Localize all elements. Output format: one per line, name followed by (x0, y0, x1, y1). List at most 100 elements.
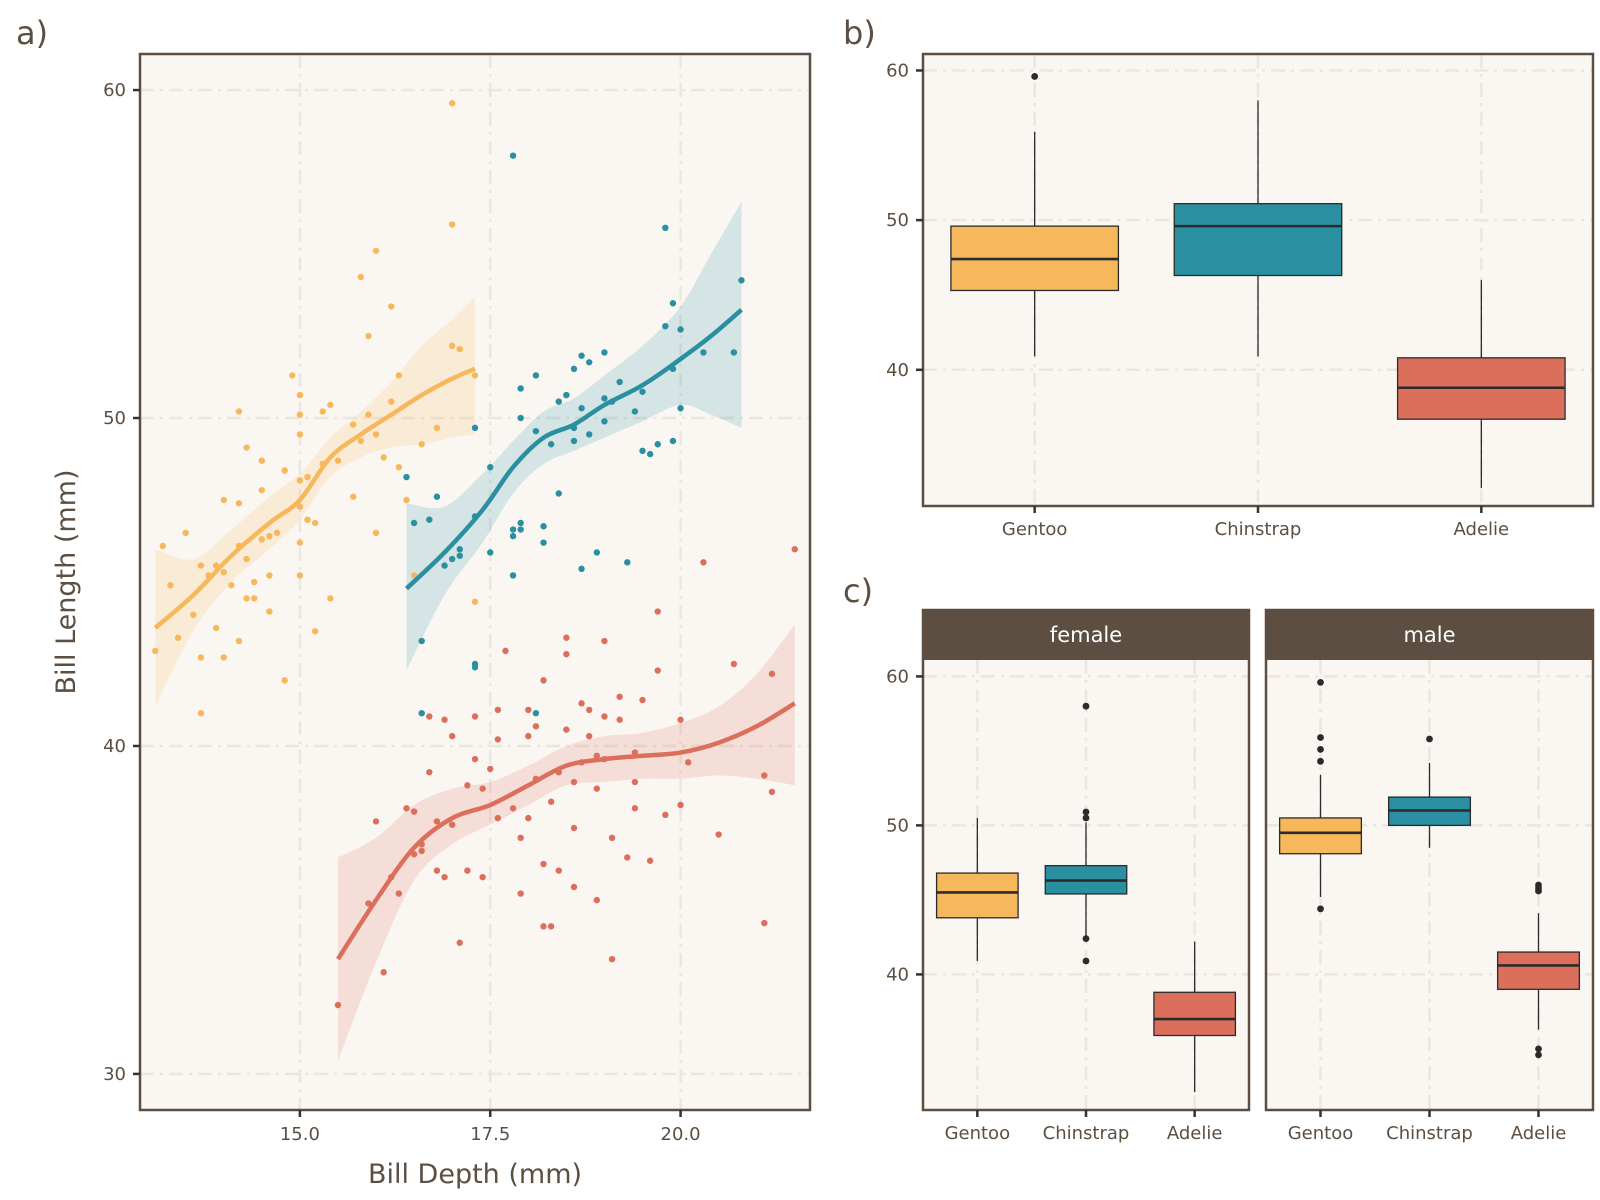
data-point-gentoo (365, 411, 372, 418)
data-point-adelie (334, 1001, 342, 1009)
data-point-adelie (768, 670, 776, 678)
data-point-chinstrap (509, 532, 517, 540)
data-point-adelie (593, 752, 601, 760)
data-point-chinstrap (601, 418, 608, 425)
data-point-gentoo (220, 654, 227, 661)
data-point-gentoo (281, 467, 288, 474)
data-point-chinstrap (631, 408, 639, 415)
data-point-gentoo (251, 578, 258, 586)
data-point-gentoo (159, 542, 167, 550)
x-tick-label: Gentoo (945, 1123, 1011, 1144)
smooth-line-gentoo (153, 366, 476, 630)
data-point-adelie (654, 667, 661, 674)
data-point-gentoo (327, 595, 334, 602)
data-point-chinstrap (639, 447, 646, 455)
data-point-adelie (525, 732, 532, 740)
data-point-gentoo (327, 401, 334, 409)
data-point-adelie (426, 769, 433, 776)
data-point-adelie (555, 867, 562, 874)
data-point-gentoo (319, 408, 326, 415)
data-point-adelie (761, 772, 768, 779)
facet-strip-label: male (1403, 623, 1455, 647)
data-point-adelie (608, 955, 616, 963)
data-point-chinstrap (578, 565, 585, 573)
data-point-chinstrap (578, 404, 585, 412)
data-point-gentoo (357, 437, 364, 445)
y-tick-label: 40 (886, 360, 909, 381)
data-point-gentoo (182, 529, 189, 537)
data-point-gentoo (212, 624, 220, 632)
box-gentoo (935, 817, 1019, 961)
data-point-chinstrap (418, 709, 425, 717)
data-point-chinstrap (410, 519, 418, 527)
data-point-gentoo (243, 444, 250, 451)
data-point-gentoo (471, 372, 479, 379)
x-tick-label: Chinstrap (1386, 1123, 1473, 1144)
data-point-adelie (570, 778, 578, 786)
data-point-gentoo (448, 342, 456, 350)
smooth-line-adelie (336, 701, 796, 961)
data-point-adelie (494, 706, 502, 714)
data-point-adelie (540, 860, 547, 868)
data-point-chinstrap (471, 664, 479, 671)
data-point-adelie (494, 736, 502, 743)
data-point-chinstrap (555, 398, 562, 405)
data-point-chinstrap (601, 395, 608, 402)
data-point-adelie (525, 706, 532, 714)
data-point-chinstrap (616, 378, 623, 386)
data-point-chinstrap (669, 437, 677, 445)
data-point-adelie (456, 939, 463, 946)
y-tick-label: 50 (886, 210, 909, 231)
data-point-gentoo (197, 654, 205, 661)
data-point-adelie (365, 900, 372, 907)
data-point-gentoo (380, 454, 387, 461)
data-point-adelie (448, 732, 456, 740)
data-point-gentoo (456, 345, 463, 353)
data-point-gentoo (281, 677, 288, 684)
panel-a-tag: a) (16, 14, 48, 52)
data-point-chinstrap (540, 539, 547, 546)
box-adelie (1396, 280, 1566, 489)
data-point-adelie (525, 814, 532, 822)
data-point-gentoo (372, 529, 380, 537)
data-point-adelie (540, 923, 547, 930)
data-point-adelie (700, 559, 707, 566)
outlier-point (1082, 935, 1090, 943)
box-gentoo (950, 73, 1120, 357)
data-point-adelie (395, 890, 403, 897)
x-tick-label: Gentoo (1002, 519, 1068, 540)
boxes (1278, 678, 1581, 1059)
x-tick-label: 20.0 (661, 1124, 701, 1145)
data-point-chinstrap (532, 372, 540, 379)
data-point-adelie (601, 637, 608, 645)
outlier-point (1031, 73, 1039, 80)
data-point-gentoo (418, 441, 425, 448)
data-point-chinstrap (654, 441, 661, 448)
outlier-point (1317, 905, 1324, 913)
data-point-adelie (715, 831, 722, 838)
data-point-gentoo (357, 273, 364, 281)
data-point-gentoo (448, 99, 456, 107)
data-point-chinstrap (563, 391, 570, 399)
data-point-adelie (563, 726, 570, 733)
data-point-chinstrap (517, 385, 524, 392)
outlier-point (1535, 1045, 1542, 1053)
data-point-chinstrap (487, 464, 494, 471)
data-point-adelie (418, 847, 425, 855)
x-tick-label: 15.0 (280, 1124, 320, 1145)
box-iqr (1173, 203, 1343, 277)
outlier-point (1082, 702, 1090, 710)
y-tick-label: 50 (886, 815, 909, 836)
data-point-chinstrap (426, 516, 433, 523)
y-tick-label: 30 (103, 1064, 126, 1085)
facet-strip (1266, 610, 1593, 660)
data-point-adelie (570, 824, 578, 832)
data-point-gentoo (235, 637, 243, 645)
data-point-adelie (540, 677, 547, 684)
data-point-gentoo (266, 572, 273, 579)
data-point-chinstrap (517, 414, 524, 422)
confidence-ribbon-chinstrap (406, 201, 742, 671)
data-point-gentoo (349, 493, 357, 500)
data-point-gentoo (258, 457, 266, 464)
